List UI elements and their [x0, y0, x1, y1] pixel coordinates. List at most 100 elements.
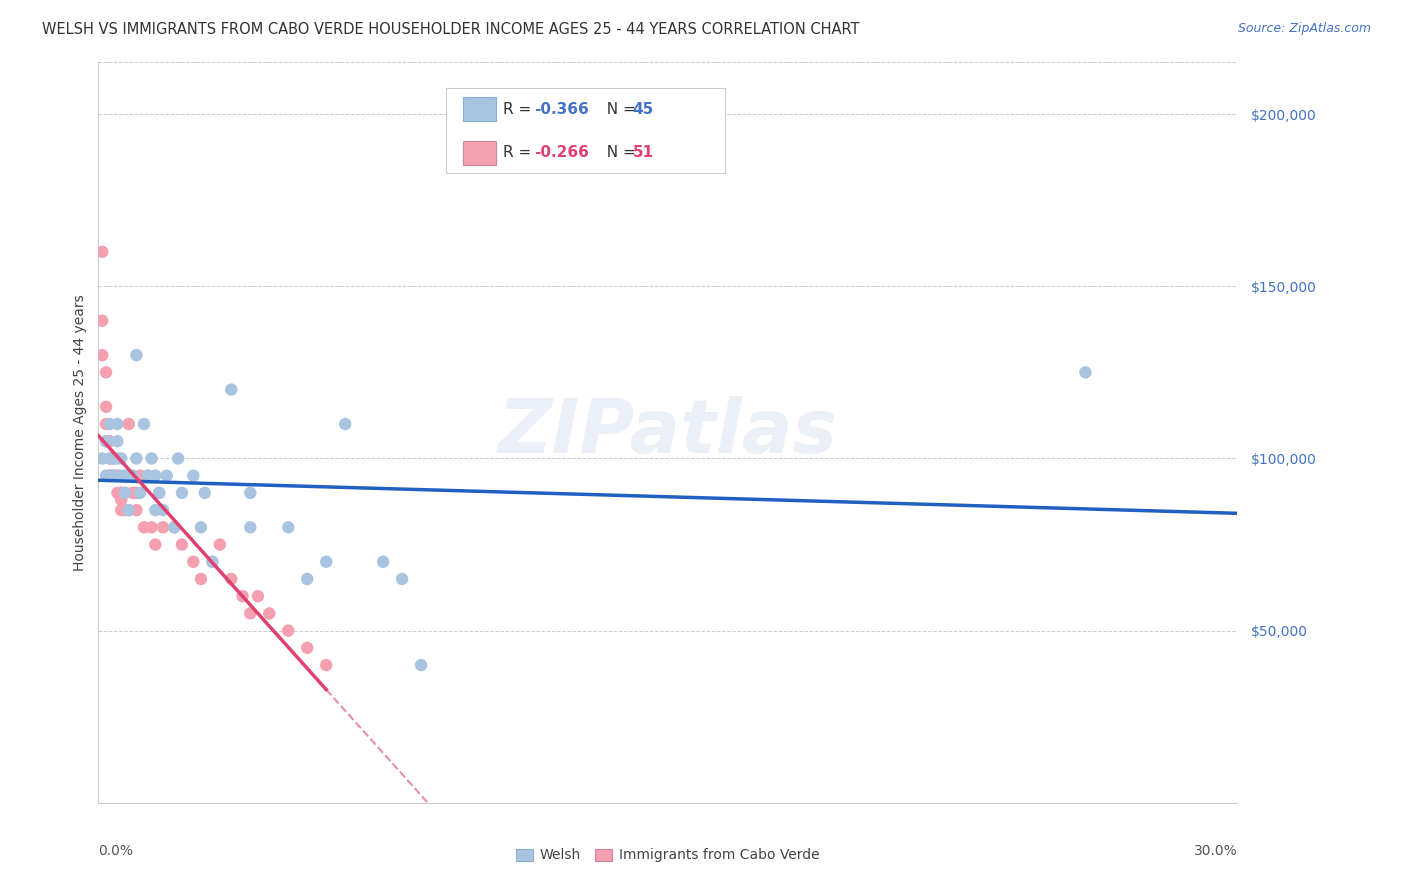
Point: [110, 503, 132, 517]
Point: [110, 486, 132, 500]
Point: [103, 468, 125, 483]
Point: [145, 537, 167, 551]
Point: [277, 520, 299, 534]
Point: [98, 417, 121, 431]
Point: [114, 486, 136, 500]
Point: [107, 434, 129, 449]
Text: 51: 51: [633, 145, 654, 161]
Point: [163, 520, 186, 534]
Y-axis label: Householder Income Ages 25 - 44 years: Householder Income Ages 25 - 44 years: [73, 294, 87, 571]
Point: [239, 607, 262, 621]
Point: [315, 658, 337, 673]
Point: [98, 468, 121, 483]
Point: [167, 451, 190, 466]
Point: [183, 468, 205, 483]
Point: [125, 486, 148, 500]
Point: [136, 468, 159, 483]
Text: -0.366: -0.366: [534, 102, 589, 117]
Text: N =: N =: [598, 102, 641, 117]
Point: [221, 383, 243, 397]
Point: [91, 451, 114, 466]
Point: [136, 468, 159, 483]
Point: [246, 589, 269, 603]
Point: [132, 520, 155, 534]
Point: [91, 348, 114, 362]
Point: [118, 503, 141, 517]
Point: [371, 555, 394, 569]
Point: [118, 468, 141, 483]
Point: [103, 451, 125, 466]
Point: [94, 468, 117, 483]
Point: [118, 417, 141, 431]
Point: [148, 486, 170, 500]
Point: [194, 486, 217, 500]
Point: [239, 486, 262, 500]
Point: [145, 503, 167, 517]
Point: [94, 417, 117, 431]
Point: [259, 607, 281, 621]
Point: [107, 451, 129, 466]
Point: [411, 658, 433, 673]
Text: N =: N =: [598, 145, 641, 161]
Point: [156, 468, 179, 483]
Point: [121, 468, 143, 483]
Point: [170, 537, 193, 551]
Point: [103, 451, 125, 466]
Point: [208, 537, 231, 551]
Point: [125, 348, 148, 362]
Point: [190, 572, 212, 586]
Point: [98, 434, 121, 449]
Point: [118, 503, 141, 517]
Legend: Welsh, Immigrants from Cabo Verde: Welsh, Immigrants from Cabo Verde: [516, 848, 820, 863]
Point: [132, 417, 155, 431]
Text: Source: ZipAtlas.com: Source: ZipAtlas.com: [1237, 22, 1371, 36]
Point: [94, 434, 117, 449]
Point: [335, 417, 357, 431]
Point: [91, 314, 114, 328]
Point: [315, 555, 337, 569]
Point: [148, 486, 170, 500]
Point: [221, 572, 243, 586]
Point: [1074, 365, 1097, 379]
Point: [114, 503, 136, 517]
Point: [239, 520, 262, 534]
Text: R =: R =: [503, 102, 536, 117]
Point: [170, 486, 193, 500]
Point: [114, 468, 136, 483]
Point: [129, 468, 152, 483]
Point: [129, 486, 152, 500]
Point: [91, 244, 114, 259]
Point: [152, 503, 174, 517]
Point: [110, 451, 132, 466]
Point: [297, 640, 319, 655]
Point: [297, 572, 319, 586]
Point: [98, 451, 121, 466]
Text: ZIPatlas: ZIPatlas: [498, 396, 838, 469]
Point: [107, 468, 129, 483]
Point: [94, 400, 117, 414]
Point: [110, 468, 132, 483]
Point: [121, 486, 143, 500]
Point: [141, 451, 163, 466]
Point: [232, 589, 254, 603]
Text: WELSH VS IMMIGRANTS FROM CABO VERDE HOUSEHOLDER INCOME AGES 25 - 44 YEARS CORREL: WELSH VS IMMIGRANTS FROM CABO VERDE HOUS…: [42, 22, 859, 37]
Point: [125, 503, 148, 517]
Point: [201, 555, 224, 569]
Point: [183, 555, 205, 569]
Point: [107, 417, 129, 431]
Point: [391, 572, 413, 586]
Text: 45: 45: [633, 102, 654, 117]
Point: [94, 434, 117, 449]
Point: [107, 486, 129, 500]
Point: [103, 451, 125, 466]
Point: [277, 624, 299, 638]
Point: [110, 486, 132, 500]
Point: [125, 451, 148, 466]
Point: [141, 520, 163, 534]
Point: [114, 486, 136, 500]
Point: [103, 468, 125, 483]
Point: [98, 468, 121, 483]
Point: [190, 520, 212, 534]
Point: [107, 468, 129, 483]
Point: [163, 520, 186, 534]
